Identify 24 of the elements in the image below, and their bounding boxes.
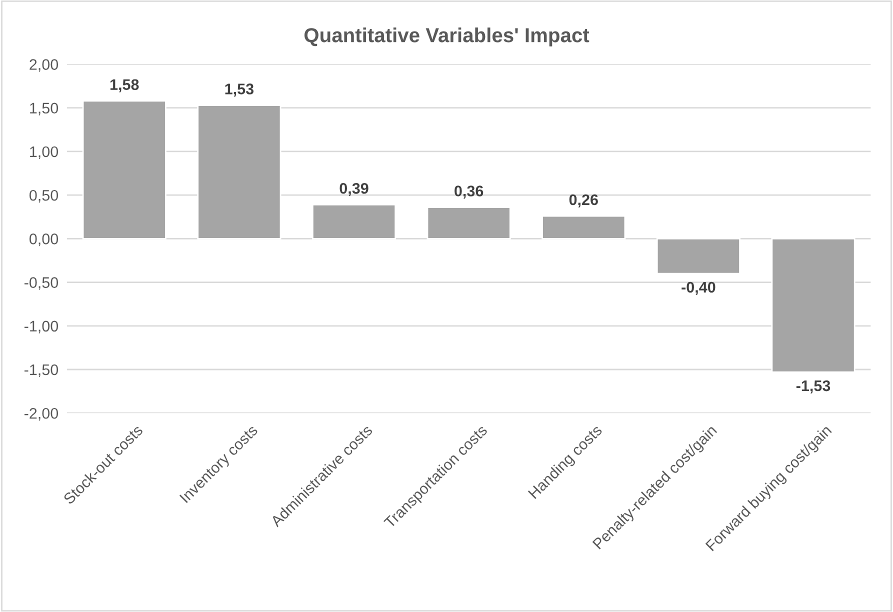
bar <box>771 238 856 373</box>
data-label: -0,40 <box>682 282 716 295</box>
data-label: 1,53 <box>225 84 254 97</box>
y-tick-label: -1,50 <box>24 364 58 377</box>
y-tick-label: 2,00 <box>30 59 58 72</box>
bar <box>82 100 166 240</box>
y-tick-label: 0,50 <box>30 190 58 203</box>
bar <box>426 206 511 240</box>
bar <box>312 204 396 240</box>
y-tick-label: 1,00 <box>30 146 58 159</box>
y-tick-label: -2,00 <box>24 408 58 421</box>
bar <box>542 215 626 240</box>
data-label: -1,53 <box>796 380 830 394</box>
chart-title: Quantitative Variables' Impact <box>304 28 590 46</box>
bar <box>197 104 282 240</box>
data-label: 0,36 <box>454 186 484 199</box>
data-label: 0,39 <box>340 182 368 196</box>
y-tick-label: 1,50 <box>30 102 58 116</box>
data-label: 0,26 <box>569 194 598 208</box>
y-tick-label: -1,00 <box>24 320 58 334</box>
bar <box>656 238 740 274</box>
y-tick-label: -0,50 <box>24 277 58 290</box>
data-label: 1,58 <box>110 79 139 92</box>
y-tick-label: 0,00 <box>30 234 58 246</box>
